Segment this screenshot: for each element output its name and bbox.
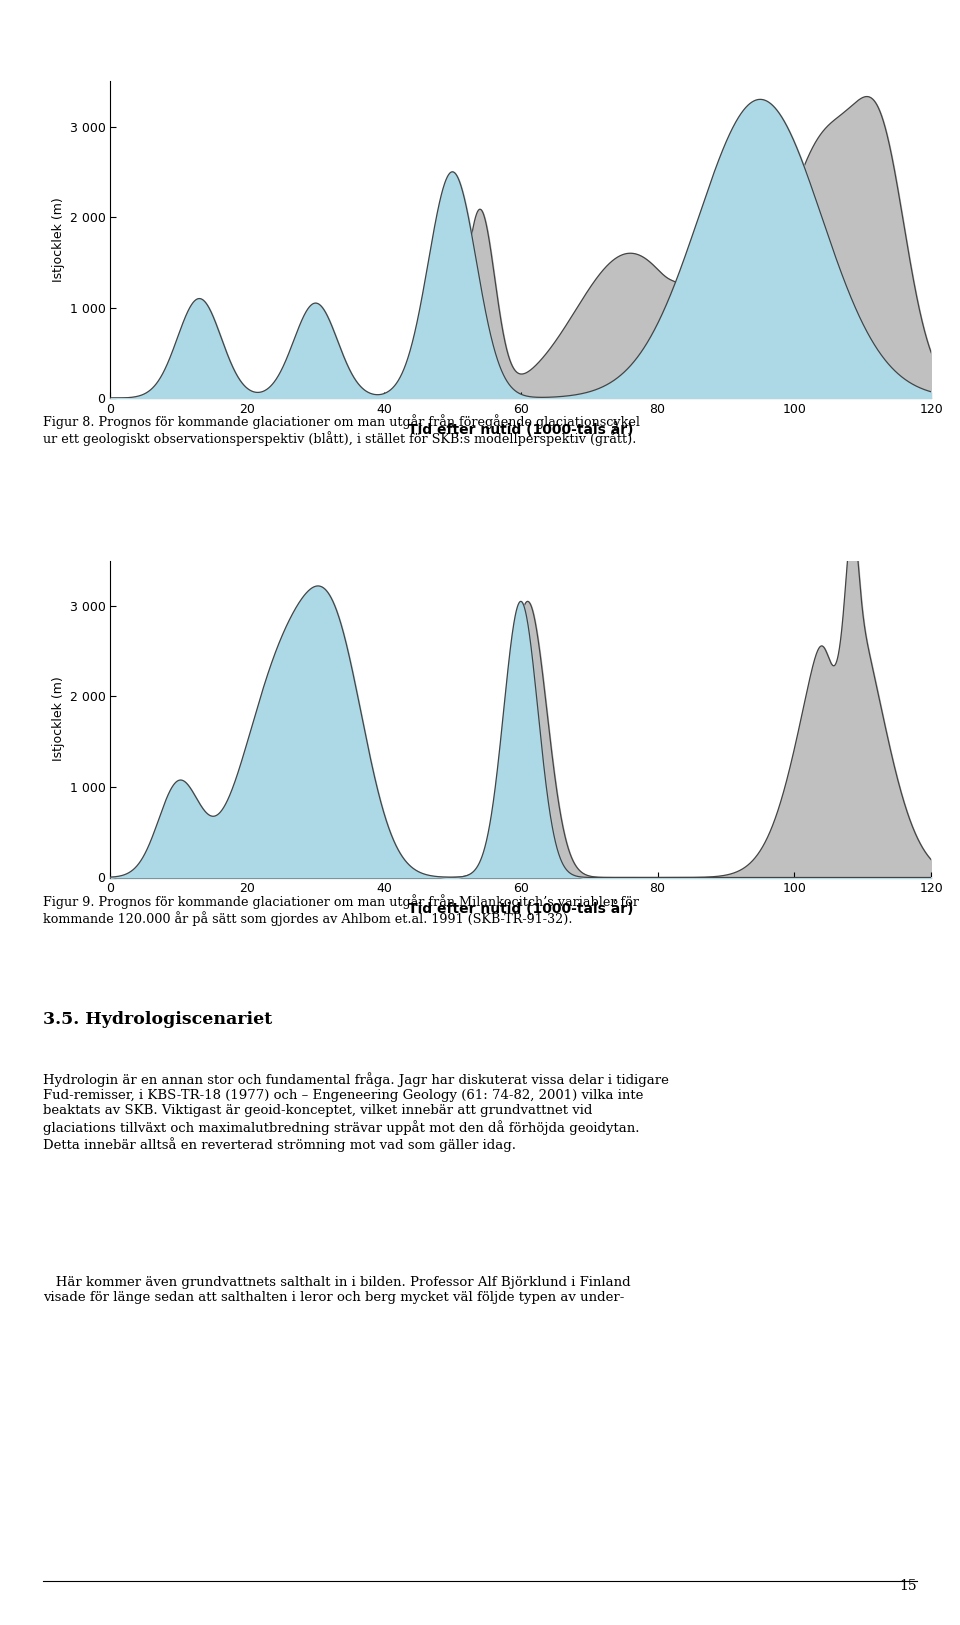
Text: Här kommer även grundvattnets salthalt in i bilden. Professor Alf Björklund i Fi: Här kommer även grundvattnets salthalt i… [43,1276,631,1303]
Y-axis label: Istjocklek (m): Istjocklek (m) [53,676,65,762]
X-axis label: Tid efter nutid (1000-tals år): Tid efter nutid (1000-tals år) [408,421,634,437]
Text: 15: 15 [900,1578,917,1592]
Text: Figur 8. Prognos för kommande glaciationer om man utgår från föregående glaciati: Figur 8. Prognos för kommande glaciation… [43,414,640,447]
Text: Figur 9. Prognos för kommande glaciationer om man utgår från Milankocitch’s vari: Figur 9. Prognos för kommande glaciation… [43,894,639,926]
X-axis label: Tid efter nutid (1000-tals år): Tid efter nutid (1000-tals år) [408,900,634,916]
Y-axis label: Istjocklek (m): Istjocklek (m) [53,197,65,283]
Text: 3.5. Hydrologiscenariet: 3.5. Hydrologiscenariet [43,1011,273,1027]
Text: Hydrologin är en annan stor och fundamental fråga. Jagr har diskuterat vissa del: Hydrologin är en annan stor och fundamen… [43,1072,669,1152]
